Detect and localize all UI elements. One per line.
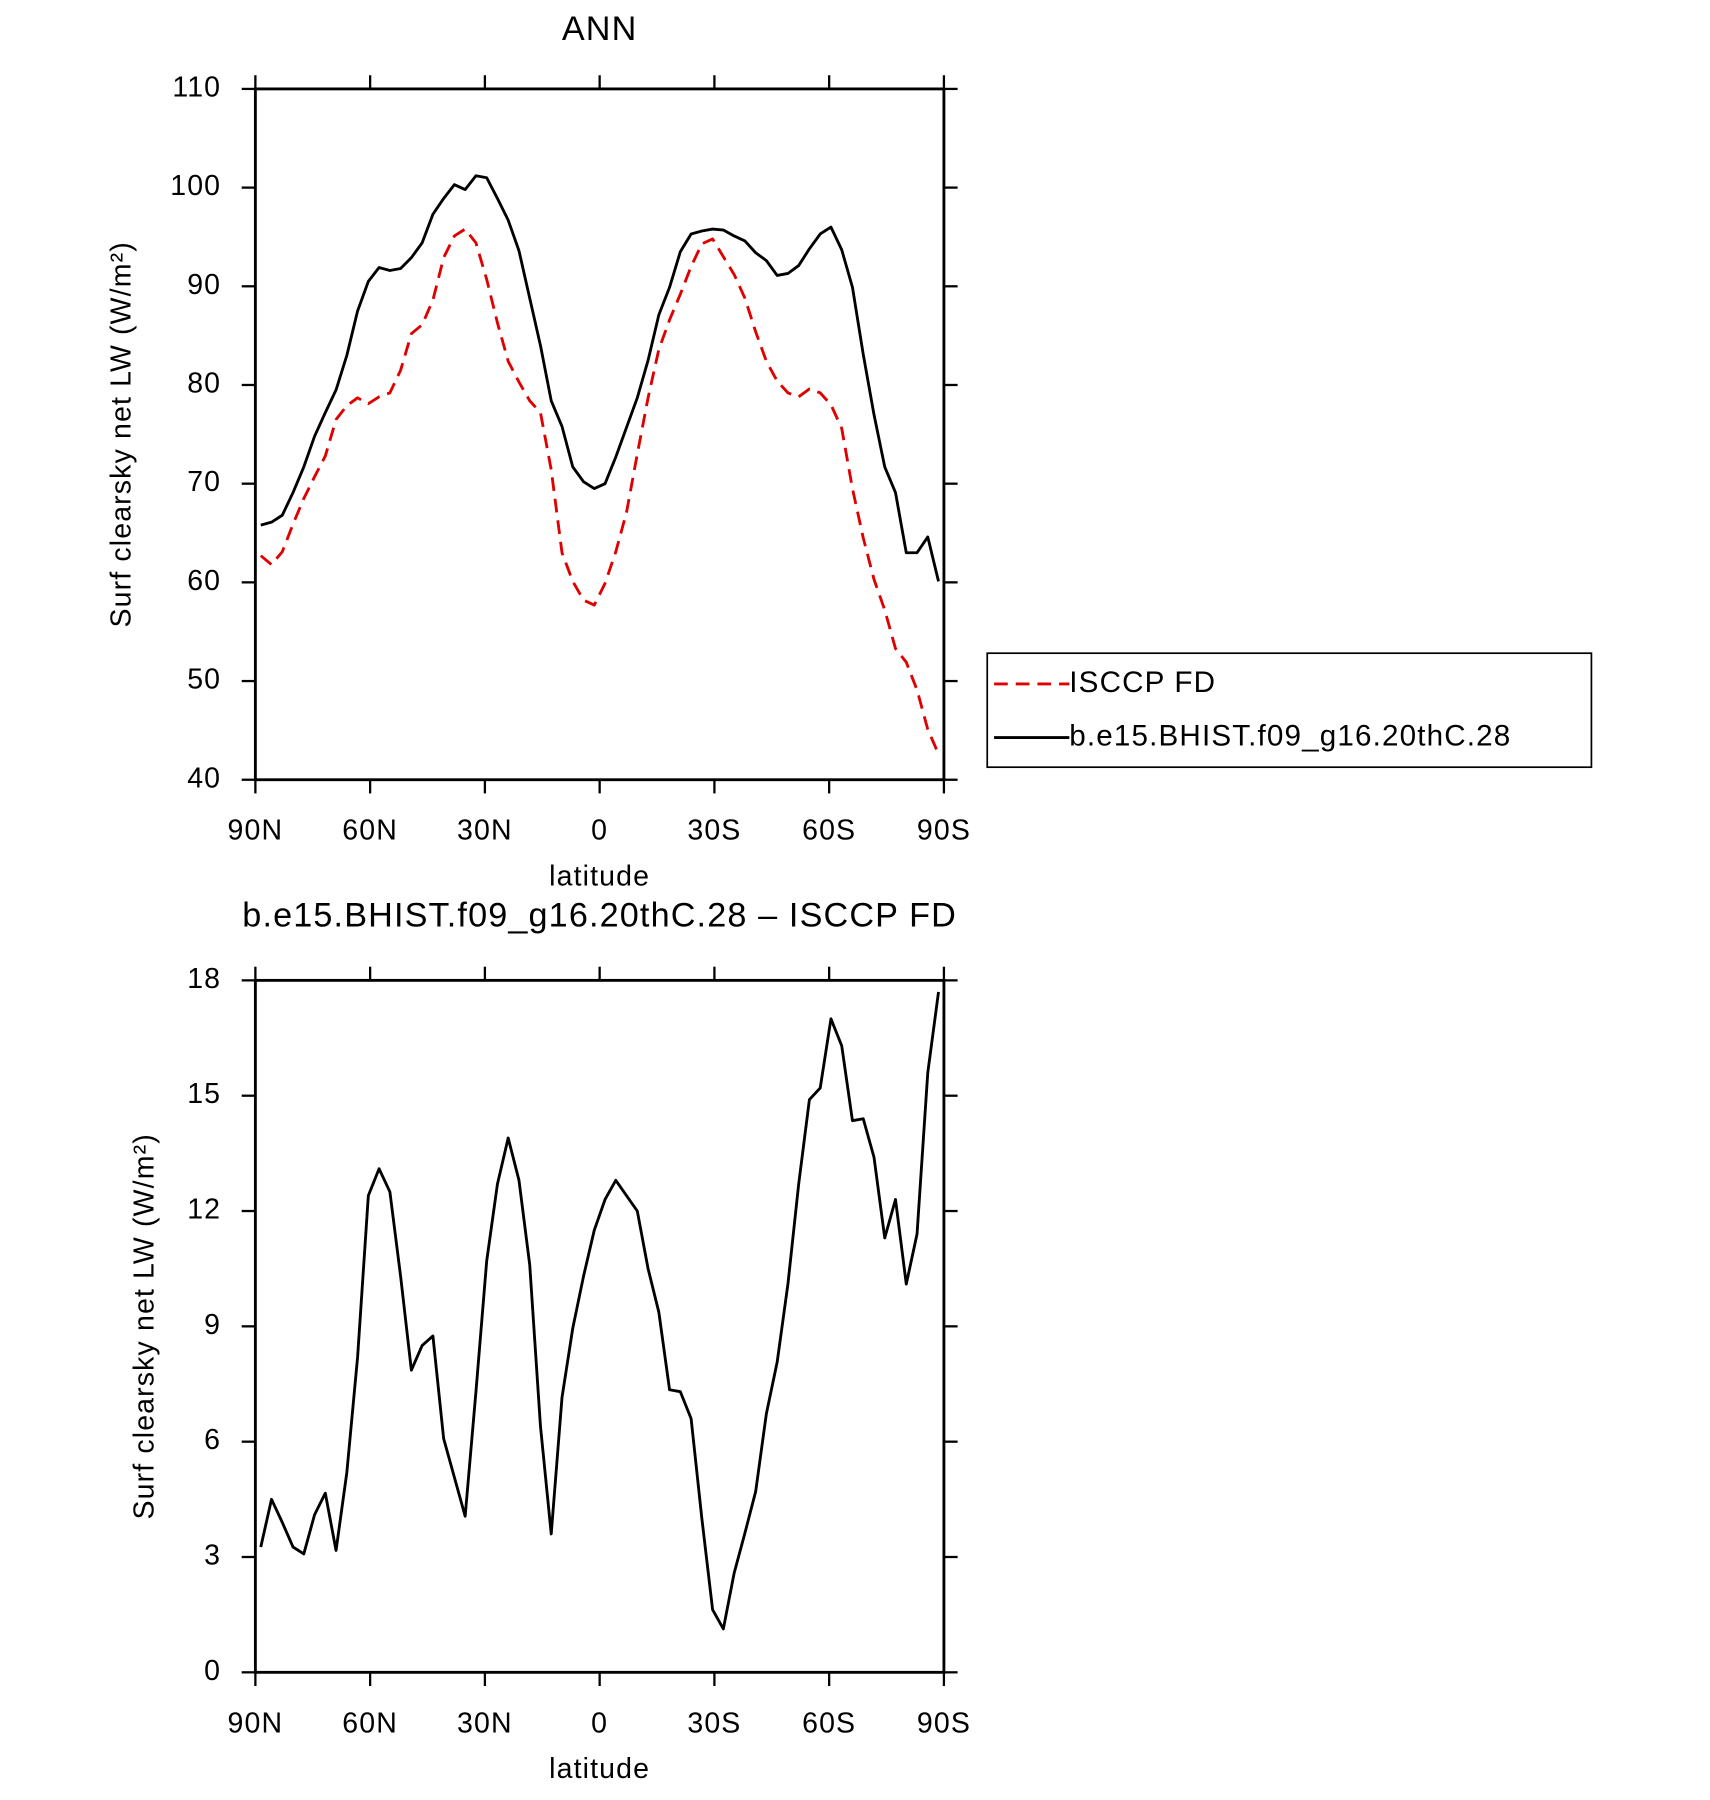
y-tick-label: 6 [204,1424,221,1456]
x-tick-label: 90S [917,815,971,847]
x-tick-label: 60S [802,1707,856,1739]
x-tick-label: 90S [917,1707,971,1739]
y-tick-label: 9 [204,1309,221,1341]
y-axis-label: Surf clearsky net LW (W/m²) [106,241,138,627]
data-line [259,227,940,755]
y-tick-label: 40 [187,762,221,794]
x-axis-label: latitude [549,1753,650,1785]
y-tick-label: 18 [187,963,221,995]
data-line [259,991,940,1631]
x-tick-label: 90N [228,1707,284,1739]
x-tick-label: 30S [687,1707,741,1739]
plot-frame [253,87,946,782]
x-tick-label: 90N [228,815,284,847]
legend-box [986,652,1593,769]
y-tick-label: 90 [187,269,221,301]
y-tick-label: 3 [204,1540,221,1572]
x-tick-label: 30N [457,815,513,847]
x-axis-label: latitude [549,860,650,892]
y-axis-label: Surf clearsky net LW (W/m²) [128,1133,160,1519]
x-tick-label: 60N [342,1707,398,1739]
y-tick-label: 0 [204,1655,221,1687]
legend-label: ISCCP FD [1069,666,1216,699]
x-tick-label: 30N [457,1707,513,1739]
y-tick-label: 15 [187,1078,221,1110]
y-tick-label: 100 [170,170,221,202]
x-tick-label: 60N [342,815,398,847]
legend-label: b.e15.BHIST.f09_g16.20thC.28 [1069,719,1511,752]
chart-title: ANN [562,10,638,48]
plot-frame [253,978,946,1674]
x-tick-label: 30S [687,815,741,847]
y-tick-label: 12 [187,1194,221,1226]
x-tick-label: 0 [591,815,608,847]
chart-title: b.e15.BHIST.f09_g16.20thC.28 – ISCCP FD [242,897,957,935]
x-tick-label: 0 [591,1707,608,1739]
y-tick-label: 80 [187,368,221,400]
y-tick-label: 60 [187,565,221,597]
x-tick-label: 60S [802,815,856,847]
y-tick-label: 70 [187,466,221,498]
y-tick-label: 110 [172,71,221,103]
y-tick-label: 50 [187,664,221,696]
data-line [260,174,940,582]
